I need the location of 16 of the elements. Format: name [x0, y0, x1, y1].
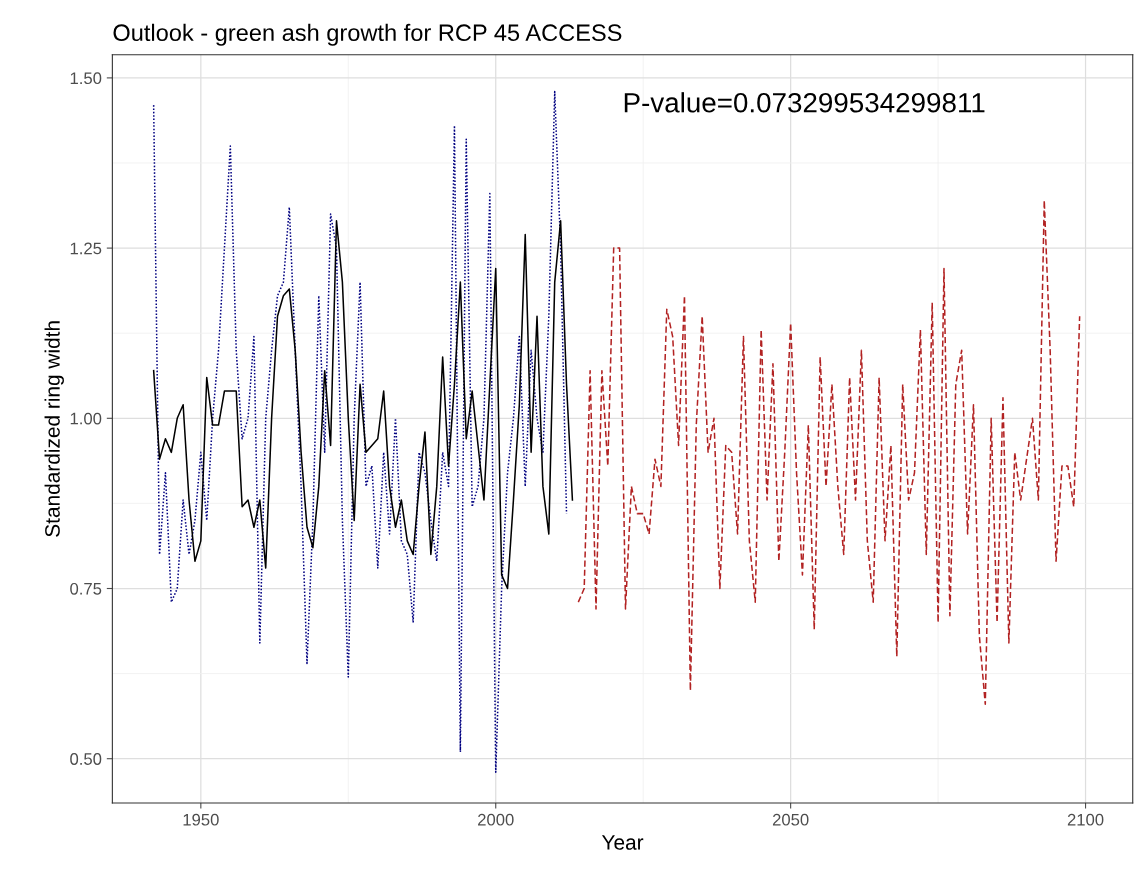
- y-axis-title: Standardized ring width: [44, 321, 64, 537]
- chart-title: Outlook - green ash growth for RCP 45 ACCESS: [113, 23, 622, 46]
- x-tick-label: 2000: [478, 813, 514, 826]
- y-tick-label: 1.25: [70, 242, 102, 255]
- y-tick-label: 1.50: [70, 72, 102, 85]
- x-tick-label: 2050: [772, 813, 809, 826]
- y-tick-label: 0.75: [70, 582, 102, 595]
- y-tick-label: 0.50: [70, 753, 102, 765]
- y-tick-label: 1.00: [70, 412, 102, 425]
- x-tick-label: 1950: [183, 813, 219, 826]
- line-series: [577, 199, 1081, 706]
- x-tick-label: 2100: [1067, 813, 1104, 826]
- line-series: [152, 220, 574, 590]
- x-axis-title: Year: [601, 835, 644, 850]
- annotation: P-value=0.073299534299811: [624, 92, 985, 113]
- line-series: [152, 90, 568, 774]
